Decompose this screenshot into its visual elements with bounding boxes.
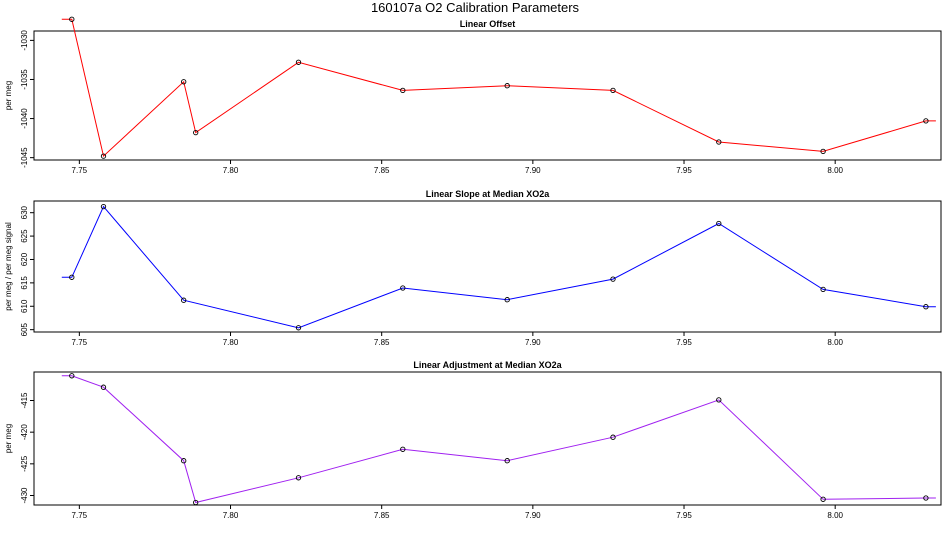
- y-tick-label-3-1: -415: [20, 392, 29, 409]
- x-tick-label-1-4: 7.90: [525, 166, 541, 175]
- panel-title-3: Linear Adjustment at Median XO2a: [413, 360, 562, 370]
- data-point-2-8: [716, 220, 722, 227]
- x-tick-label-1-3: 7.85: [374, 166, 390, 175]
- data-point-2-7: [610, 276, 616, 282]
- data-point-2-3: [181, 297, 187, 303]
- data-point-3-6: [400, 446, 406, 452]
- y-tick-label-2-6: 630: [20, 205, 29, 219]
- data-point-3-11: [923, 495, 929, 501]
- data-point-1-8: [610, 87, 616, 94]
- y-tick-label-3-4: -430: [20, 487, 29, 504]
- plot-frame-1: [33, 30, 942, 161]
- y-tick-label-1-3: -1040: [20, 108, 29, 129]
- y-tick-label-2-3: 615: [20, 276, 29, 290]
- x-tick-label-3-6: 8.00: [827, 511, 843, 520]
- data-point-1-1: [69, 16, 75, 22]
- x-tick-label-2-2: 7.80: [223, 338, 239, 347]
- panel-title-1: Linear Offset: [460, 19, 516, 29]
- plot-frame-3: [33, 371, 942, 506]
- x-tick-label-1-6: 8.00: [827, 166, 843, 175]
- plot-frame-2: [33, 200, 942, 333]
- data-point-3-4: [193, 499, 199, 506]
- y-tick-label-1-4: -1045: [20, 147, 29, 168]
- data-point-1-4: [193, 129, 199, 136]
- data-point-1-10: [820, 148, 826, 155]
- x-tick-label-3-1: 7.75: [72, 511, 88, 520]
- data-point-2-10: [923, 304, 929, 310]
- data-point-3-1: [69, 373, 75, 379]
- x-tick-label-3-2: 7.80: [223, 511, 239, 520]
- x-tick-label-1-2: 7.80: [223, 166, 239, 175]
- data-point-3-3: [181, 458, 187, 464]
- x-tick-label-3-3: 7.85: [374, 511, 390, 520]
- main-title: 160107a O2 Calibration Parameters: [370, 0, 580, 15]
- data-point-3-2: [100, 384, 107, 390]
- data-point-3-8: [610, 434, 616, 440]
- y-axis-label-3: per meg: [4, 424, 13, 453]
- x-tick-label-2-3: 7.85: [374, 338, 390, 347]
- data-point-1-7: [504, 83, 510, 89]
- y-tick-label-3-2: -420: [20, 424, 29, 441]
- data-point-1-11: [923, 118, 929, 124]
- data-point-2-4: [295, 325, 302, 331]
- data-point-1-3: [181, 79, 187, 85]
- data-point-2-1: [69, 274, 75, 280]
- data-point-1-9: [716, 139, 722, 145]
- y-tick-label-2-2: 610: [20, 299, 29, 313]
- series-line-3: [61, 375, 936, 504]
- series-line-1: [61, 18, 936, 158]
- x-tick-label-2-6: 8.00: [827, 338, 843, 347]
- y-tick-label-1-1: -1030: [20, 30, 29, 51]
- x-tick-label-3-4: 7.90: [525, 511, 541, 520]
- x-tick-label-2-1: 7.75: [72, 338, 88, 347]
- data-point-2-6: [504, 297, 510, 303]
- data-point-3-9: [716, 397, 722, 403]
- data-point-2-9: [820, 286, 826, 293]
- data-point-3-7: [504, 458, 510, 464]
- x-tick-label-2-5: 7.95: [676, 338, 692, 347]
- data-point-1-2: [100, 153, 107, 159]
- data-point-3-10: [820, 496, 826, 502]
- series-line-2: [61, 205, 936, 329]
- data-point-2-2: [100, 203, 107, 210]
- panel-title-2: Linear Slope at Median XO2a: [426, 189, 551, 199]
- data-point-1-6: [400, 87, 406, 94]
- y-axis-label-1: per meg: [4, 81, 13, 110]
- y-tick-label-3-3: -425: [20, 455, 29, 472]
- x-tick-label-1-5: 7.95: [676, 166, 692, 175]
- x-tick-label-2-4: 7.90: [525, 338, 541, 347]
- y-axis-label-2: per meg / per meg signal: [4, 222, 13, 311]
- y-tick-label-1-2: -1035: [20, 69, 29, 90]
- y-tick-label-2-1: 605: [20, 322, 29, 336]
- x-tick-label-3-5: 7.95: [676, 511, 692, 520]
- y-tick-label-2-5: 625: [20, 229, 29, 243]
- y-tick-label-2-4: 620: [20, 252, 29, 266]
- x-tick-label-1-1: 7.75: [72, 166, 88, 175]
- data-point-2-5: [400, 285, 406, 291]
- data-point-1-5: [295, 59, 302, 65]
- data-point-3-5: [295, 475, 302, 481]
